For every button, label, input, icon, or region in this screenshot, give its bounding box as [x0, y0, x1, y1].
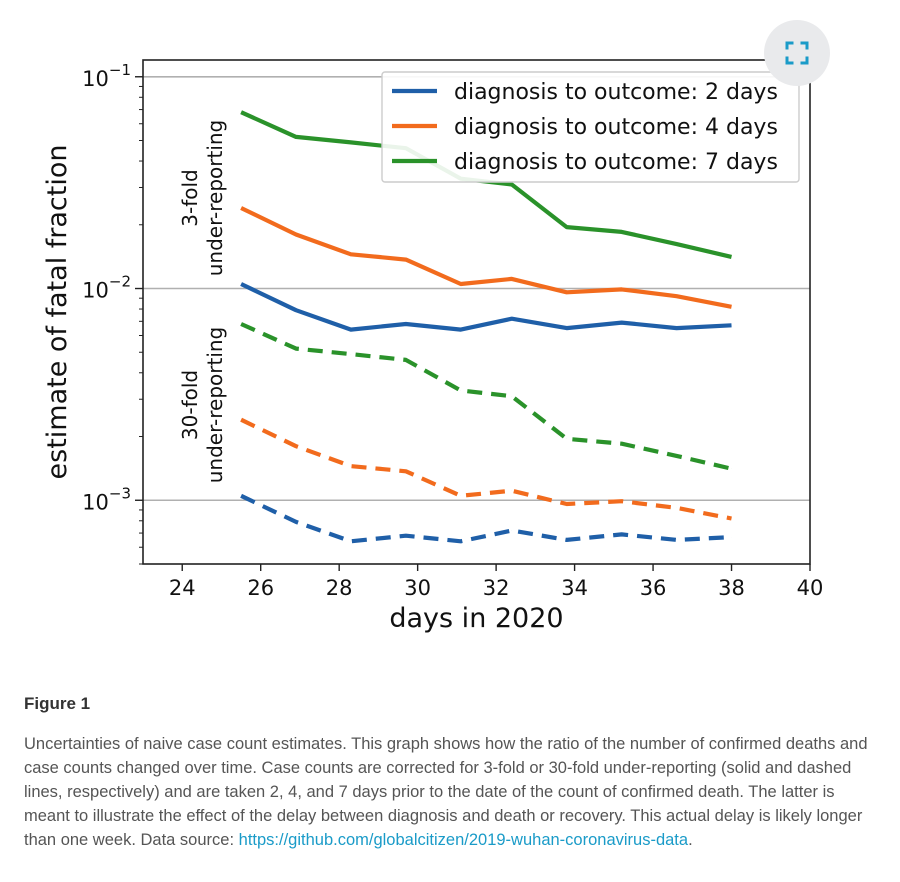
y-axis-label: estimate of fatal fraction [42, 145, 73, 480]
x-tick-label: 26 [247, 576, 274, 600]
y-tick-label: 10−2 [82, 273, 131, 303]
figure-caption: Figure 1 Uncertainties of naive case cou… [24, 694, 874, 852]
caption-trailing: . [688, 831, 693, 849]
y-tick-label: 10−3 [82, 484, 131, 514]
data-source-link[interactable]: https://github.com/globalcitizen/2019-wu… [238, 831, 689, 849]
legend-label: diagnosis to outcome: 7 days [454, 150, 778, 175]
fatal-fraction-chart: 24 26 28 30 32 34 36 38 40 10−1 10−2 10−3 days in 20… [42, 59, 824, 634]
series-line-solid [240, 206, 732, 309]
plot-frame [142, 59, 811, 565]
annotation-line-1: 30-fold [178, 370, 202, 440]
series-line-dashed [240, 417, 732, 521]
annotation-line-1: 3-fold [178, 169, 202, 226]
series-line-dashed [240, 493, 732, 544]
expand-icon [785, 41, 809, 65]
x-tick-label: 36 [640, 576, 667, 600]
y-tick-label: 10−1 [82, 61, 131, 91]
x-tick-label: 30 [404, 576, 431, 600]
legend-box [381, 71, 800, 183]
expand-button[interactable] [764, 20, 830, 86]
series-line-dashed [240, 322, 732, 471]
x-tick-label: 28 [326, 576, 353, 600]
figure-title: Figure 1 [24, 694, 91, 713]
legend-label: diagnosis to outcome: 2 days [454, 80, 778, 105]
figure-description: Uncertainties of naive case count estima… [24, 732, 874, 852]
x-tick-label: 24 [169, 576, 196, 600]
legend-label: diagnosis to outcome: 4 days [454, 115, 778, 140]
series-line-solid [240, 282, 732, 332]
annotation-line-2: under-reporting [203, 327, 227, 484]
x-tick-label: 40 [797, 576, 824, 600]
caption-text: Uncertainties of naive case count estima… [24, 735, 868, 849]
annotation-line-2: under-reporting [203, 120, 227, 277]
x-tick-label: 34 [561, 576, 588, 600]
annotation-label: 3-foldunder-reporting [178, 120, 227, 277]
x-tick-label: 32 [483, 576, 510, 600]
x-axis-label: days in 2020 [389, 603, 563, 634]
annotation-label: 30-foldunder-reporting [178, 327, 227, 484]
x-tick-label: 38 [718, 576, 745, 600]
